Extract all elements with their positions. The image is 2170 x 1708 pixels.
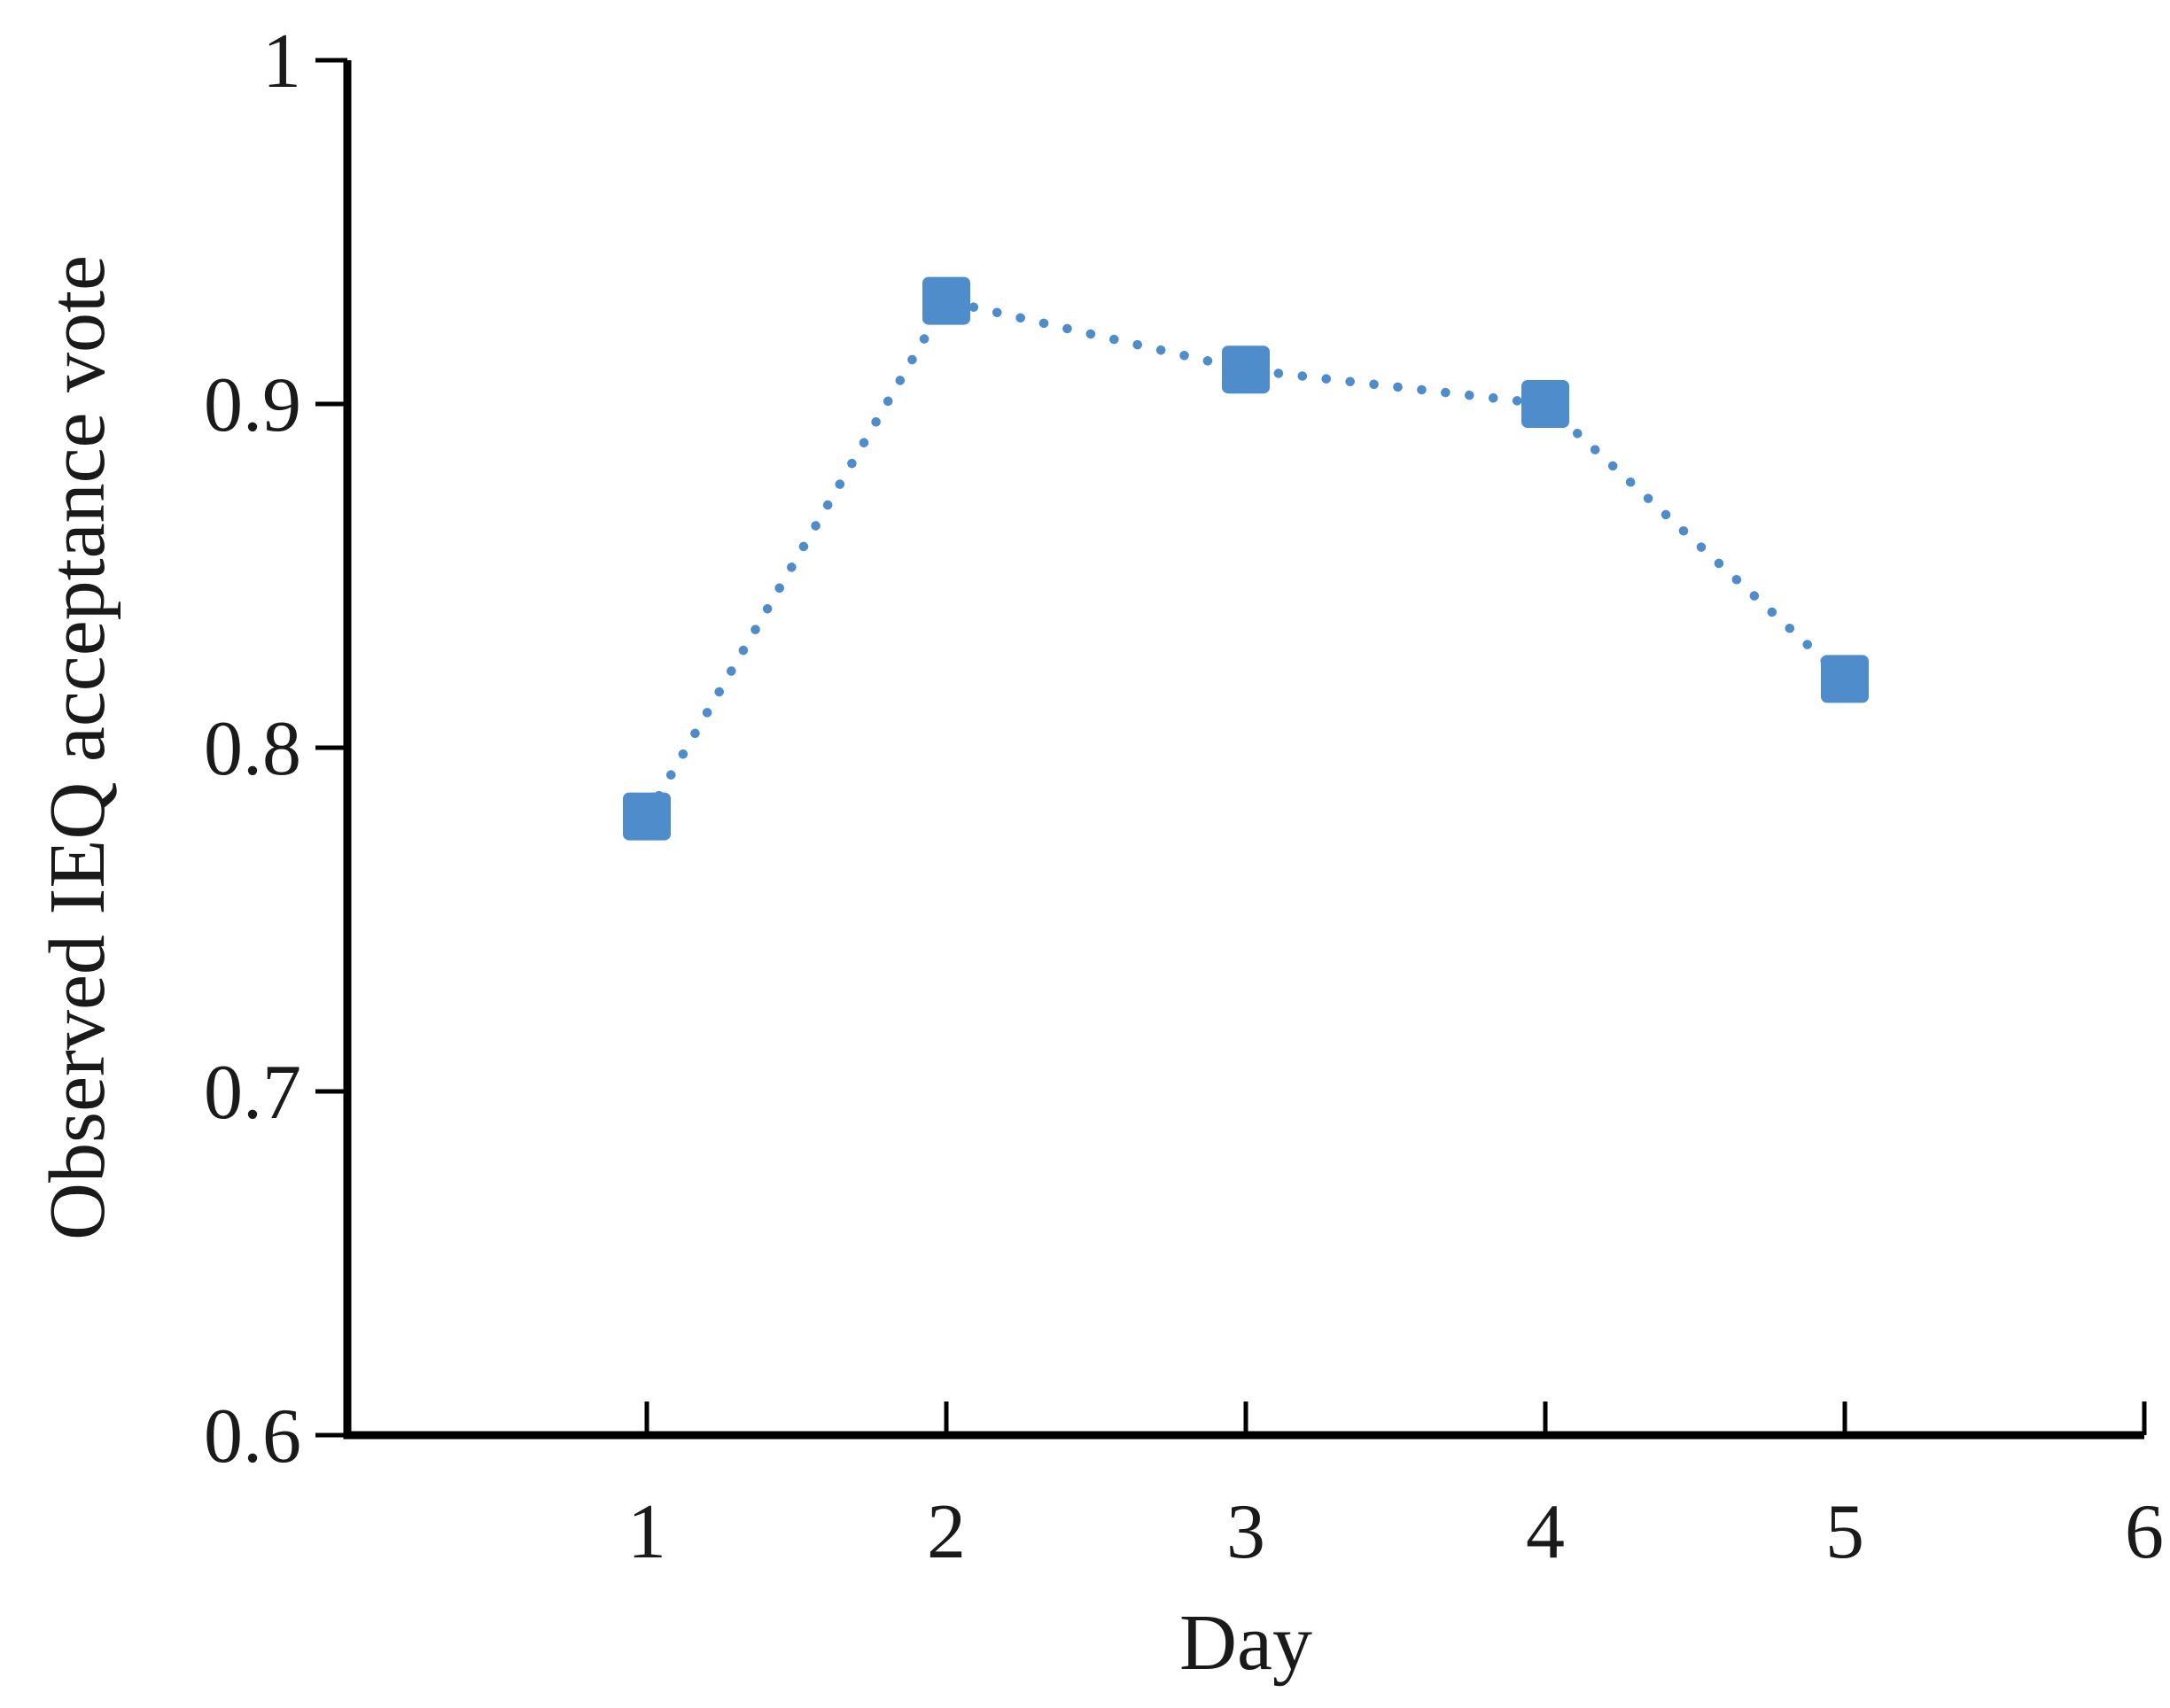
series-line xyxy=(642,295,1850,821)
data-point-marker xyxy=(1222,345,1270,394)
y-tick-label: 0.8 xyxy=(204,706,301,792)
x-tick-label: 1 xyxy=(627,1489,666,1575)
data-point-marker xyxy=(1821,655,1869,703)
x-axis-title: Day xyxy=(1179,1599,1312,1687)
y-tick-label: 1 xyxy=(262,19,301,105)
data-point-marker xyxy=(1521,380,1569,428)
y-tick-label: 0.7 xyxy=(204,1050,301,1136)
x-tick-label: 2 xyxy=(927,1489,966,1575)
y-tick-label: 0.9 xyxy=(204,362,301,448)
axis-line xyxy=(343,60,2144,1440)
y-tick-label: 0.6 xyxy=(204,1394,301,1479)
y-axis-title: Observed IEQ acceptance vote xyxy=(34,255,121,1240)
x-tick-label: 4 xyxy=(1526,1489,1565,1575)
x-tick-label: 6 xyxy=(2125,1489,2164,1575)
x-tick-label: 5 xyxy=(1825,1489,1864,1575)
data-point-marker xyxy=(922,276,970,325)
x-tick-label: 3 xyxy=(1226,1489,1265,1575)
data-point-marker xyxy=(623,792,671,841)
